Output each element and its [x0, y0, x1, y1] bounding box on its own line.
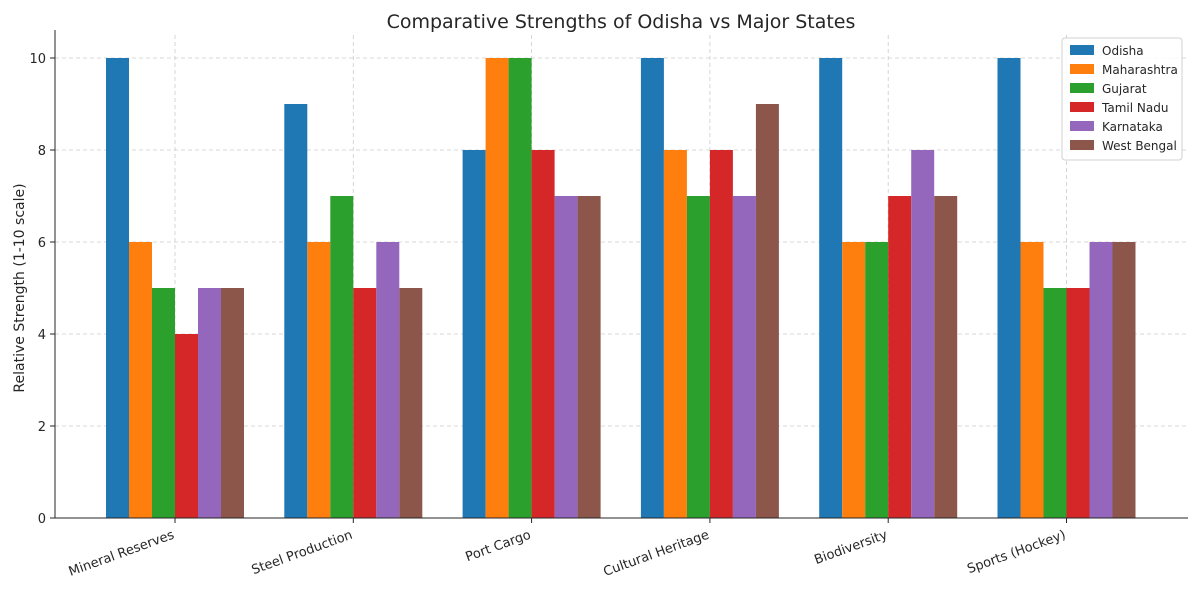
axes	[50, 30, 1188, 523]
legend-swatch	[1070, 64, 1094, 74]
bar-gujarat-4	[865, 242, 889, 518]
y-tick-label: 4	[38, 328, 46, 343]
legend-label: West Bengal	[1102, 139, 1177, 153]
bar-tamil-nadu-2	[531, 150, 555, 518]
bar-gujarat-1	[330, 196, 354, 518]
bar-tamil-nadu-0	[175, 334, 198, 518]
x-tick-labels: Mineral Reserves Steel Production Port Car…	[67, 528, 1068, 580]
legend-swatch	[1070, 121, 1094, 131]
bar-west-bengal-1	[399, 288, 423, 518]
x-tick-label: Steel Production	[250, 528, 355, 578]
bar-gujarat-3	[686, 196, 710, 518]
bar-odisha-5	[997, 58, 1021, 518]
bar-west-bengal-5	[1112, 242, 1136, 518]
bar-west-bengal-0	[221, 288, 244, 518]
legend-swatch	[1070, 45, 1094, 55]
legend-swatch	[1070, 140, 1094, 150]
bar-west-bengal-3	[755, 104, 779, 518]
legend-label: Tamil Nadu	[1101, 101, 1168, 115]
bars	[106, 58, 1136, 518]
bar-odisha-1	[284, 104, 308, 518]
legend-swatch	[1070, 102, 1094, 112]
x-tick-label: Sports (Hockey)	[965, 528, 1067, 578]
bar-odisha-2	[462, 150, 486, 518]
bar-odisha-0	[106, 58, 129, 518]
bar-west-bengal-2	[577, 196, 601, 518]
bar-gujarat-0	[152, 288, 175, 518]
bar-karnataka-3	[732, 196, 756, 518]
bar-maharashtra-2	[485, 58, 509, 518]
x-tick-label: Biodiversity	[812, 528, 889, 568]
bar-odisha-3	[640, 58, 664, 518]
bar-karnataka-0	[198, 288, 221, 518]
bar-odisha-4	[819, 58, 843, 518]
x-tick-label: Cultural Heritage	[601, 528, 711, 580]
bar-tamil-nadu-4	[888, 196, 912, 518]
bar-tamil-nadu-5	[1066, 288, 1090, 518]
y-axis-label: Relative Strength (1-10 scale)	[12, 183, 28, 392]
bar-karnataka-2	[554, 196, 578, 518]
bar-maharashtra-1	[307, 242, 331, 518]
legend-label: Odisha	[1102, 44, 1144, 58]
y-tick-label: 6	[38, 236, 46, 251]
legend: Odisha Maharashtra Gujarat Tamil Nadu Karnat…	[1061, 37, 1183, 161]
bar-karnataka-1	[376, 242, 400, 518]
bar-karnataka-4	[911, 150, 935, 518]
x-tick-label: Port Cargo	[464, 528, 533, 565]
y-tick-label: 10	[29, 52, 46, 67]
legend-swatch	[1070, 83, 1094, 93]
x-tick-label: Mineral Reserves	[67, 528, 177, 580]
y-tick-label: 2	[38, 420, 46, 435]
bar-maharashtra-0	[129, 242, 152, 518]
legend-label: Maharashtra	[1102, 63, 1178, 77]
bar-gujarat-2	[508, 58, 532, 518]
bar-karnataka-5	[1089, 242, 1113, 518]
bar-tamil-nadu-1	[353, 288, 377, 518]
bar-maharashtra-5	[1020, 242, 1044, 518]
chart-title: Comparative Strengths of Odisha vs Major…	[387, 11, 856, 33]
y-tick-label: 0	[38, 512, 46, 527]
bar-west-bengal-4	[934, 196, 958, 518]
legend-label: Gujarat	[1102, 82, 1147, 96]
bar-tamil-nadu-3	[709, 150, 733, 518]
bar-gujarat-5	[1043, 288, 1067, 518]
bar-maharashtra-3	[663, 150, 687, 518]
legend-label: Karnataka	[1102, 120, 1163, 134]
bar-maharashtra-4	[842, 242, 866, 518]
y-tick-labels: 0 2 4 6 8 10	[29, 52, 46, 527]
y-tick-label: 8	[38, 144, 46, 159]
